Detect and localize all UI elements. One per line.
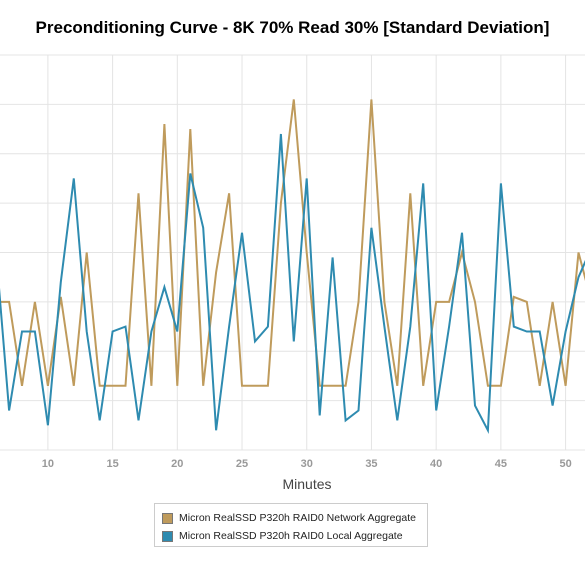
x-tick-labels: 10 15 20 25 30 35 40 45 50 (42, 458, 572, 470)
x-tick-label: 35 (365, 458, 377, 470)
chart-title: Preconditioning Curve - 8K 70% Read 30% … (35, 18, 550, 37)
x-tick-label: 45 (495, 458, 507, 470)
x-tick-label: 40 (430, 458, 442, 470)
series-lines (0, 99, 585, 435)
x-tick-label: 10 (42, 458, 54, 470)
legend-item-network: Micron RealSSD P320h RAID0 Network Aggre… (162, 510, 416, 526)
legend-swatch-local (162, 530, 173, 542)
legend: Micron RealSSD P320h RAID0 Network Aggre… (154, 503, 428, 547)
series-line-local (0, 133, 585, 435)
legend-label-local: Micron RealSSD P320h RAID0 Local Aggrega… (179, 530, 403, 542)
x-tick-label: 15 (106, 458, 118, 470)
legend-swatch-network (162, 512, 173, 524)
x-tick-label: 50 (559, 458, 571, 470)
x-axis-label: Minutes (282, 476, 332, 492)
x-tick-label: 20 (171, 458, 183, 470)
legend-item-local: Micron RealSSD P320h RAID0 Local Aggrega… (162, 528, 403, 544)
x-tick-label: 30 (301, 458, 313, 470)
series-line-network (0, 99, 585, 387)
legend-label-network: Micron RealSSD P320h RAID0 Network Aggre… (179, 512, 416, 524)
x-tick-label: 25 (236, 458, 248, 470)
